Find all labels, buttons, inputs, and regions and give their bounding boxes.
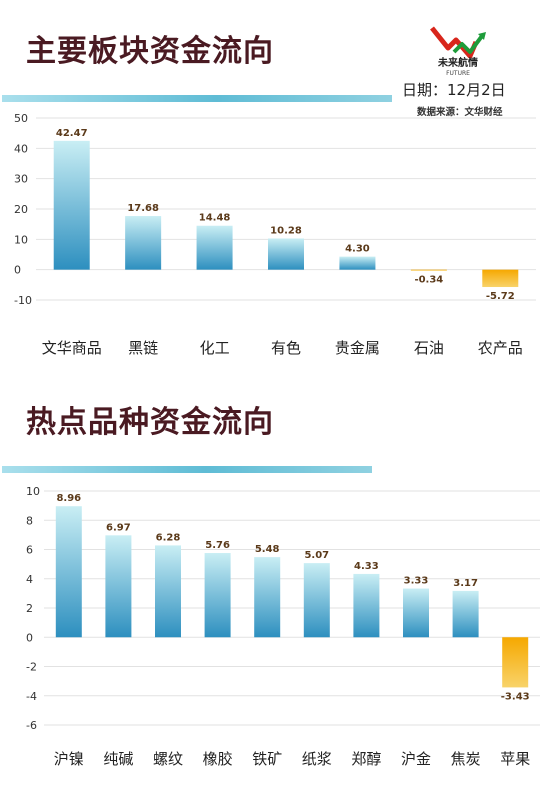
category-label: 焦炭	[451, 750, 481, 768]
value-label: 6.97	[106, 522, 131, 533]
y-tick-label: 6	[26, 544, 33, 557]
bar	[410, 269, 447, 271]
value-label: 4.30	[345, 244, 370, 255]
value-label: -0.34	[414, 275, 443, 286]
category-label: 沪金	[401, 750, 431, 768]
category-label: 黑链	[128, 339, 158, 357]
category-label: 橡胶	[203, 750, 233, 768]
y-tick-label: 10	[26, 485, 40, 498]
y-tick-label: -10	[14, 294, 32, 307]
bar	[339, 256, 376, 270]
value-label: 42.47	[56, 128, 88, 139]
bar	[53, 140, 90, 270]
value-label: 14.48	[199, 213, 231, 224]
bar	[303, 563, 330, 638]
value-label: -5.72	[486, 291, 515, 302]
y-tick-label: 40	[14, 142, 28, 155]
category-label: 有色	[271, 339, 301, 357]
category-label: 农产品	[478, 339, 523, 357]
category-label: 文华商品	[42, 339, 102, 357]
category-label: 石油	[414, 339, 444, 357]
y-tick-label: 8	[26, 514, 33, 527]
category-label: 贵金属	[335, 339, 380, 357]
y-tick-label: -4	[26, 690, 37, 703]
value-label: 10.28	[270, 225, 302, 236]
bar	[403, 588, 429, 638]
category-label: 铁矿	[252, 750, 282, 768]
y-tick-label: 4	[26, 573, 33, 586]
main-sector-bar-chart: 50 40 30 20 10 0 -10 42.47 文华商品 17.68 黑链 14.48 化工 10.…	[14, 112, 536, 357]
value-label: -3.43	[501, 691, 530, 702]
bar	[125, 216, 162, 270]
bar	[502, 637, 529, 688]
y-tick-label: 10	[14, 233, 28, 246]
category-label: 纯碱	[103, 750, 133, 768]
value-label: 5.76	[205, 540, 230, 551]
title-underline-band-2	[2, 466, 372, 473]
bar	[268, 238, 304, 270]
bar	[196, 225, 233, 270]
y-tick-label: -2	[26, 661, 37, 674]
bar	[254, 557, 281, 638]
category-label: 苹果	[500, 750, 530, 768]
y-tick-label: 50	[14, 112, 28, 125]
y-tick-label: 0	[14, 264, 21, 277]
category-label: 化工	[200, 339, 230, 357]
y-tick-label: -6	[26, 719, 37, 732]
hot-variety-bar-chart: 10 8 6 4 2 0 -2 -4 -6 8.96 沪镍 6.97 纯碱 6.28 螺纹 5.76 橡胶 5.4…	[26, 485, 540, 768]
value-label: 5.07	[304, 550, 329, 561]
bar	[204, 553, 231, 638]
hot-variety-title: 热点品种资金流向	[26, 405, 274, 440]
category-label: 郑醇	[351, 750, 381, 768]
y-tick-label: 0	[26, 631, 33, 644]
value-label: 8.96	[56, 493, 81, 504]
value-label: 3.33	[404, 576, 429, 587]
main-sector-title: 主要板块资金流向	[26, 34, 274, 69]
y-tick-label: 2	[26, 602, 33, 615]
bar	[353, 573, 380, 638]
category-label: 纸浆	[302, 750, 332, 768]
data-source-label: 数据来源：文华财经	[417, 107, 503, 118]
value-label: 6.28	[156, 532, 181, 543]
title-underline-band	[2, 95, 392, 102]
category-label: 螺纹	[153, 750, 183, 768]
bar	[452, 590, 479, 638]
bar	[482, 269, 519, 288]
value-label: 4.33	[354, 561, 379, 572]
y-tick-label: 20	[14, 203, 28, 216]
bar	[155, 545, 181, 638]
logo-subtext: FUTURE	[446, 70, 470, 77]
future-logo: 未来航情 FUTURE	[430, 26, 486, 77]
value-label: 5.48	[255, 544, 280, 555]
bar	[55, 506, 82, 638]
value-label: 3.17	[453, 578, 478, 589]
category-label: 沪镍	[54, 750, 84, 768]
y-tick-label: 30	[14, 173, 28, 186]
value-label: 17.68	[127, 203, 159, 214]
logo-text: 未来航情	[437, 56, 478, 69]
bar	[105, 535, 132, 638]
date-label: 日期：12月2日	[402, 81, 506, 99]
